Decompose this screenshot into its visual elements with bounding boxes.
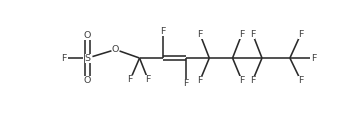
- Text: F: F: [250, 76, 255, 85]
- Text: F: F: [298, 30, 303, 39]
- Text: F: F: [183, 79, 189, 88]
- Text: O: O: [84, 76, 91, 85]
- Text: F: F: [197, 76, 203, 85]
- Text: F: F: [160, 27, 166, 36]
- Text: S: S: [85, 54, 91, 63]
- Text: F: F: [61, 54, 66, 63]
- Text: O: O: [84, 31, 91, 40]
- Text: F: F: [250, 30, 255, 39]
- Text: F: F: [239, 76, 244, 85]
- Text: O: O: [112, 45, 119, 54]
- Text: F: F: [298, 76, 303, 85]
- Text: F: F: [239, 30, 244, 39]
- Text: F: F: [197, 30, 203, 39]
- Text: F: F: [145, 75, 151, 84]
- Text: F: F: [311, 54, 316, 63]
- Text: F: F: [127, 75, 133, 84]
